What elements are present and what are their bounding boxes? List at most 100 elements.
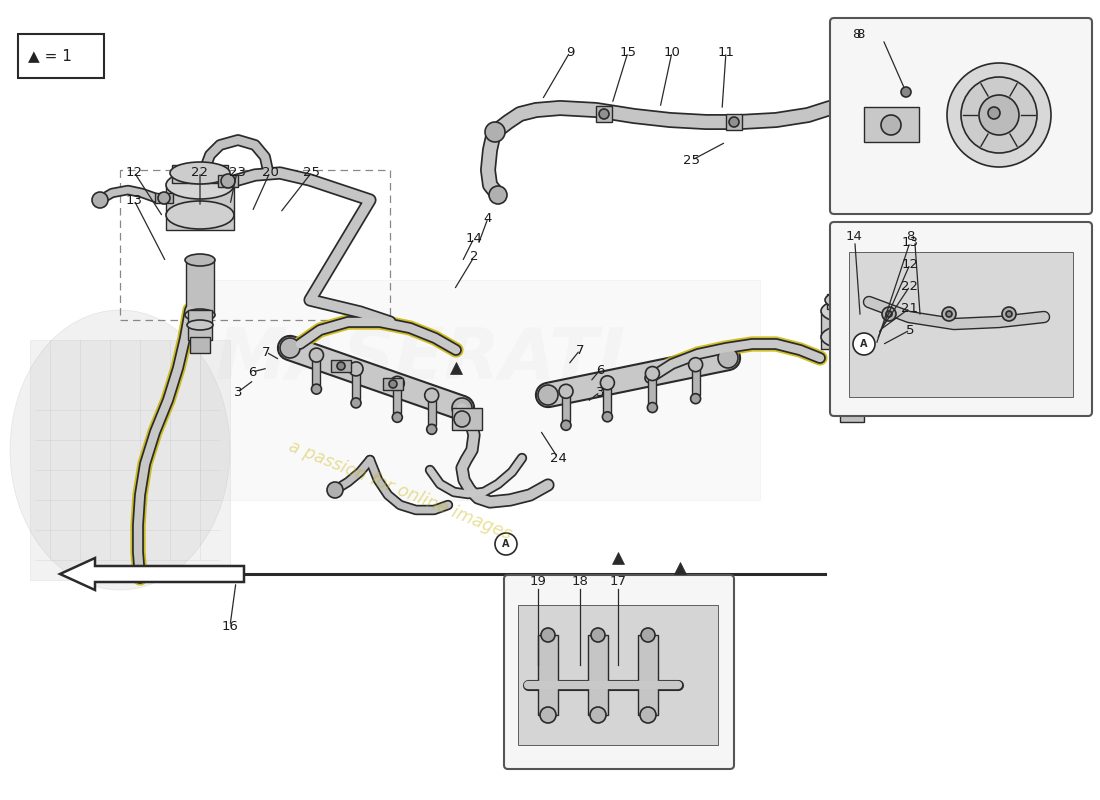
Circle shape [942, 307, 956, 321]
Bar [394, 383, 402, 414]
Text: 11: 11 [717, 46, 735, 58]
Bar [383, 378, 403, 390]
Text: 6: 6 [248, 366, 256, 378]
Text: MASERATI: MASERATI [216, 326, 625, 394]
Text: 13: 13 [902, 235, 918, 249]
Text: 5: 5 [905, 323, 914, 337]
Polygon shape [60, 558, 244, 590]
Circle shape [158, 192, 170, 204]
Text: 7: 7 [575, 343, 584, 357]
Text: 18: 18 [572, 575, 588, 588]
Circle shape [881, 115, 901, 135]
Circle shape [390, 376, 405, 390]
Ellipse shape [821, 325, 883, 350]
Circle shape [600, 109, 609, 119]
Circle shape [961, 77, 1037, 153]
Circle shape [901, 87, 911, 97]
Bar [821, 311, 883, 349]
Circle shape [559, 384, 573, 398]
Bar [864, 107, 918, 142]
Bar [726, 114, 742, 130]
Circle shape [979, 95, 1019, 135]
Circle shape [425, 388, 439, 402]
Text: a passion for online images: a passion for online images [286, 437, 514, 543]
Circle shape [452, 398, 472, 418]
Circle shape [852, 333, 874, 355]
Text: 12: 12 [902, 258, 918, 270]
Circle shape [561, 420, 571, 430]
Bar [166, 185, 234, 230]
Bar [188, 310, 212, 340]
Text: 19: 19 [530, 575, 547, 588]
Circle shape [648, 402, 658, 413]
Circle shape [874, 303, 887, 315]
Text: 6: 6 [596, 363, 604, 377]
Circle shape [221, 174, 235, 188]
Bar [331, 360, 351, 372]
Text: 22: 22 [902, 279, 918, 293]
Circle shape [1002, 307, 1016, 321]
Circle shape [327, 482, 343, 498]
Circle shape [1006, 311, 1012, 317]
Circle shape [988, 107, 1000, 119]
Circle shape [603, 412, 613, 422]
Text: 7: 7 [262, 346, 271, 358]
Text: A: A [860, 339, 868, 349]
Ellipse shape [187, 320, 213, 330]
Circle shape [311, 384, 321, 394]
Bar [352, 369, 360, 399]
Circle shape [389, 380, 397, 388]
Bar [428, 395, 436, 426]
Text: ▲ = 1: ▲ = 1 [28, 49, 72, 63]
Text: 20: 20 [262, 166, 278, 178]
Text: 25: 25 [683, 154, 701, 166]
Circle shape [946, 311, 952, 317]
Circle shape [591, 628, 605, 642]
Bar [200, 280, 760, 500]
Text: 16: 16 [221, 619, 239, 633]
FancyBboxPatch shape [830, 18, 1092, 214]
Text: 8: 8 [852, 28, 860, 41]
Circle shape [641, 628, 654, 642]
Ellipse shape [166, 171, 234, 199]
Text: 8: 8 [856, 28, 865, 41]
Text: 14: 14 [846, 230, 862, 243]
Text: 23: 23 [229, 166, 245, 178]
Circle shape [601, 376, 615, 390]
Circle shape [540, 707, 556, 723]
Bar [312, 355, 320, 385]
Circle shape [309, 348, 323, 362]
Bar [849, 252, 1072, 397]
Bar [827, 294, 877, 309]
Bar [562, 394, 570, 422]
Text: 21: 21 [902, 302, 918, 314]
Ellipse shape [10, 310, 230, 590]
Circle shape [495, 533, 517, 555]
Bar [538, 635, 558, 715]
Circle shape [538, 385, 558, 405]
Circle shape [729, 117, 739, 127]
Text: 3: 3 [596, 386, 604, 398]
Circle shape [886, 311, 892, 317]
Circle shape [947, 63, 1050, 167]
Text: 9: 9 [565, 46, 574, 58]
Text: 25: 25 [304, 166, 320, 178]
Circle shape [691, 394, 701, 404]
Text: 10: 10 [663, 46, 681, 58]
Circle shape [490, 186, 507, 204]
FancyBboxPatch shape [18, 34, 104, 78]
Text: 15: 15 [619, 46, 637, 58]
FancyBboxPatch shape [504, 575, 734, 769]
Text: 13: 13 [125, 194, 143, 206]
Circle shape [646, 366, 659, 381]
Text: 22: 22 [191, 166, 209, 178]
Bar [840, 374, 864, 422]
Ellipse shape [170, 162, 230, 184]
Circle shape [689, 358, 703, 372]
Bar [588, 635, 608, 715]
Bar [155, 193, 173, 203]
Bar [872, 304, 890, 314]
Circle shape [718, 348, 738, 368]
Circle shape [485, 122, 505, 142]
Text: 12: 12 [125, 166, 143, 178]
